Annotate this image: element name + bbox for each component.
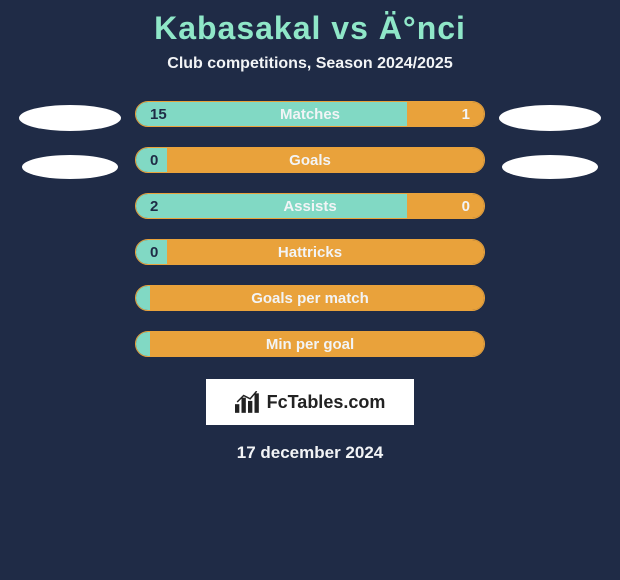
stat-bar-p2 <box>167 148 484 172</box>
watermark-text: FcTables.com <box>267 392 386 413</box>
stat-bar-p1 <box>136 286 150 310</box>
page-subtitle: Club competitions, Season 2024/2025 <box>10 55 610 73</box>
player1-nation-badge <box>22 155 118 179</box>
bar-chart-icon <box>235 391 261 413</box>
stat-bar-p1: 0 <box>136 148 167 172</box>
player2-nation-badge <box>502 155 598 179</box>
stat-value-p2: 0 <box>462 198 470 215</box>
stat-row: 151Matches <box>135 101 485 127</box>
player1-badge-col <box>15 101 125 179</box>
watermark: FcTables.com <box>206 379 414 425</box>
stats-layout: 151Matches0Goals20Assists0HattricksGoals… <box>10 101 610 357</box>
stat-bar-p2: 0 <box>407 194 484 218</box>
player2-badge-col <box>495 101 605 179</box>
stat-bar-p2 <box>150 332 484 356</box>
stat-bar-p2 <box>167 240 484 264</box>
snapshot-date: 17 december 2024 <box>10 443 610 463</box>
stat-bar-p2 <box>150 286 484 310</box>
stat-row: 20Assists <box>135 193 485 219</box>
stat-row: 0Goals <box>135 147 485 173</box>
comparison-infographic: Kabasakal vs Ä°nci Club competitions, Se… <box>0 0 620 580</box>
stat-bar-p1 <box>136 332 150 356</box>
stat-bars: 151Matches0Goals20Assists0HattricksGoals… <box>135 101 485 357</box>
stat-bar-p1: 0 <box>136 240 167 264</box>
player2-club-badge <box>499 105 601 131</box>
stat-value-p1: 15 <box>150 106 167 123</box>
player1-club-badge <box>19 105 121 131</box>
stat-value-p1: 0 <box>150 152 158 169</box>
stat-value-p1: 0 <box>150 244 158 261</box>
stat-bar-p1: 15 <box>136 102 407 126</box>
stat-bar-p1: 2 <box>136 194 407 218</box>
stat-value-p2: 1 <box>462 106 470 123</box>
stat-row: Min per goal <box>135 331 485 357</box>
stat-value-p1: 2 <box>150 198 158 215</box>
stat-bar-p2: 1 <box>407 102 484 126</box>
page-title: Kabasakal vs Ä°nci <box>10 10 610 47</box>
stat-row: 0Hattricks <box>135 239 485 265</box>
stat-row: Goals per match <box>135 285 485 311</box>
